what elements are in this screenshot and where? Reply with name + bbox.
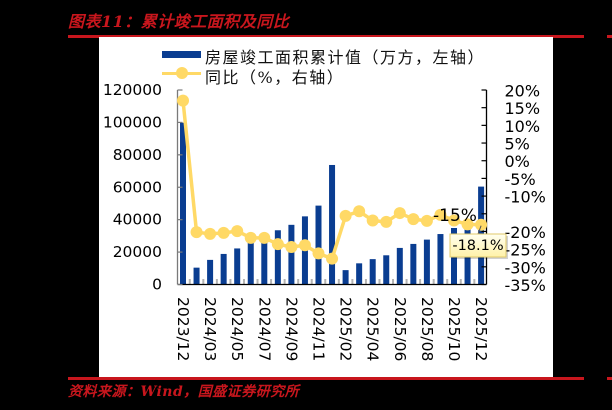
callout-box <box>449 233 507 258</box>
marker-2025/05 <box>380 215 393 228</box>
marker-2024/12 <box>326 252 339 265</box>
bottom-rule-divider <box>68 376 584 380</box>
legend-label-yoy: 同比（%，右轴） <box>205 68 345 87</box>
marker-2025/10 <box>448 214 460 227</box>
bar-2025/04 <box>369 259 376 285</box>
marker-2024/10 <box>298 239 311 252</box>
legend-bar-swatch-icon <box>162 51 201 58</box>
x-tick-label: 2025/02 <box>337 297 355 361</box>
bar-2024/11 <box>315 205 322 285</box>
right-y-tick-label: 20% <box>505 82 541 101</box>
right-y-tick-label: 0% <box>505 152 530 171</box>
x-tick-label: 2025/08 <box>418 297 436 361</box>
chart-area <box>99 37 553 377</box>
bar-2024/09 <box>288 224 295 285</box>
right-y-axis-labels: 20%15%10%5%0%-5%-10% -20%-25%-30%-35% <box>481 82 546 295</box>
x-tick-label: 2024/11 <box>310 297 328 361</box>
bar-2025/09 <box>437 234 444 285</box>
marker-2025/02 <box>339 209 352 222</box>
marker-2024/07 <box>258 231 271 244</box>
x-tick-label: 2024/09 <box>282 297 300 361</box>
x-tick-label: 2024/05 <box>228 297 246 361</box>
top-rule-divider-tail <box>607 34 612 38</box>
marker-2024/04 <box>217 226 230 239</box>
source-note: 资料来源：Wind，国盛证券研究所 <box>68 384 300 400</box>
bar-2024/12 <box>329 164 336 285</box>
x-tick-label: 2023/12 <box>174 297 192 361</box>
marker-2025/06 <box>393 207 406 220</box>
marker-2025/03 <box>353 205 366 218</box>
bar-2024/03 <box>207 259 214 285</box>
right-y-tick-label: -20% <box>505 223 546 242</box>
marker-2024/02 <box>190 226 203 239</box>
x-axis-labels: 2023/12 2024/03 2024/05 2024/07 2024/09 2024/… <box>174 297 490 361</box>
x-tick-label: 2024/03 <box>201 297 219 361</box>
left-y-tick-label: 100000 <box>103 113 162 131</box>
left-y-tick-label: 80000 <box>113 146 162 164</box>
left-y-tick-label: 20000 <box>113 243 162 261</box>
callout-last-value: -18.1% <box>449 225 508 259</box>
legend-marker-dot-icon <box>175 67 188 79</box>
left-y-tick-label: 40000 <box>113 211 162 229</box>
x-tick-label: 2025/04 <box>364 297 382 361</box>
right-y-tick-label: -35% <box>505 276 546 295</box>
marker-2023/12 <box>177 94 189 107</box>
figure-title: 图表11：累计竣工面积及同比 <box>68 12 290 31</box>
bar-2025/06 <box>396 247 403 285</box>
right-y-tick-label: -30% <box>505 258 546 277</box>
marker-2025/11 <box>461 218 474 231</box>
right-y-tick-label: -10% <box>505 188 546 207</box>
bar-2023/12 <box>180 122 186 285</box>
x-tick-label: 2025/10 <box>445 297 463 361</box>
annotation-label: -15% <box>433 206 477 226</box>
bar-2025/05 <box>383 255 390 285</box>
marker-2024/08 <box>271 238 284 251</box>
right-y-tick-label: -5% <box>505 170 536 189</box>
marker-2024/05 <box>231 225 244 238</box>
bar-2024/06 <box>247 241 254 285</box>
bar-2024/05 <box>234 248 241 285</box>
marker-2025/09 <box>434 208 447 221</box>
legend-label-completion-area: 房屋竣工面积累计值（万方，左轴） <box>205 48 486 67</box>
bar-2024/04 <box>220 253 227 285</box>
marker-2024/11 <box>312 247 325 260</box>
bar-2024/07 <box>261 235 268 285</box>
left-y-tick-label: 0 <box>152 276 162 294</box>
x-tick-label: 2025/06 <box>391 297 409 361</box>
callout-pointer <box>477 225 482 235</box>
bar-2025/02 <box>342 270 349 285</box>
line-series-yoy-markers <box>177 94 488 265</box>
marker-2025/07 <box>407 213 420 226</box>
bar-2024/02 <box>193 267 200 285</box>
left-y-tick-label: 60000 <box>113 178 162 196</box>
marker-2024/09 <box>285 241 298 254</box>
bottom-rule-divider-tail <box>607 376 612 380</box>
callout-text: -18.1% <box>452 238 503 254</box>
marker-2024/06 <box>244 231 257 244</box>
bar-2025/08 <box>423 239 430 285</box>
marker-2024/03 <box>204 227 217 240</box>
bar-2025/03 <box>356 263 363 285</box>
x-tick-label: 2024/07 <box>255 297 273 361</box>
x-tick-label: 2025/12 <box>472 297 490 361</box>
right-y-tick-label: 5% <box>505 135 530 154</box>
bar-2025/07 <box>410 243 417 285</box>
marker-2025/08 <box>420 214 433 227</box>
right-y-tick-label: 10% <box>505 117 541 136</box>
left-y-tick-label: 120000 <box>103 81 162 99</box>
top-rule-divider <box>68 34 584 38</box>
left-y-axis-labels: 0 20000 40000 60000 80000 100000 120000 <box>103 81 183 294</box>
bar-2024/08 <box>274 230 281 285</box>
x-axis-minor-ticks <box>188 279 476 285</box>
right-y-tick-label: -25% <box>505 241 546 260</box>
marker-2025/04 <box>366 214 379 227</box>
right-y-tick-label: 15% <box>505 99 541 118</box>
marker-2025/12 <box>475 218 488 231</box>
